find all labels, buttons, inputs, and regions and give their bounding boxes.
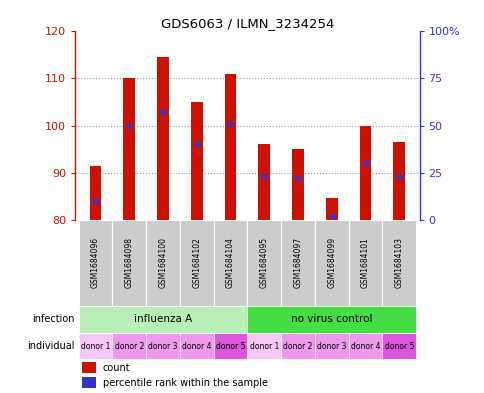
Text: GSM1684095: GSM1684095 (259, 237, 268, 288)
Text: infection: infection (32, 314, 75, 324)
Text: GSM1684103: GSM1684103 (394, 237, 403, 288)
Text: GSM1684100: GSM1684100 (158, 237, 167, 288)
Text: GSM1684096: GSM1684096 (91, 237, 100, 288)
Bar (314, 220, 348, 306)
Text: GSM1684099: GSM1684099 (327, 237, 335, 288)
Text: donor 1: donor 1 (249, 342, 278, 351)
Bar (348, 220, 381, 306)
Bar (213, 220, 247, 306)
Bar (258, 144, 270, 220)
Text: percentile rank within the sample: percentile rank within the sample (103, 378, 267, 387)
Text: GSM1684102: GSM1684102 (192, 237, 201, 288)
Bar (224, 74, 236, 220)
Bar (381, 220, 415, 306)
Bar (247, 306, 415, 332)
Bar (82, 362, 96, 373)
Bar (213, 332, 247, 360)
Bar (78, 220, 112, 306)
Text: donor 2: donor 2 (114, 342, 144, 351)
Text: influenza A: influenza A (134, 314, 192, 324)
Text: count: count (103, 363, 130, 373)
Bar (247, 332, 281, 360)
Bar (78, 306, 247, 332)
Bar (180, 220, 213, 306)
Bar (190, 102, 202, 220)
Bar (146, 220, 180, 306)
Bar (247, 220, 281, 306)
Text: GSM1684104: GSM1684104 (226, 237, 234, 288)
Bar (112, 332, 146, 360)
Text: individual: individual (27, 341, 75, 351)
Bar (112, 220, 146, 306)
Text: donor 5: donor 5 (384, 342, 413, 351)
Bar (325, 198, 337, 220)
Text: donor 3: donor 3 (317, 342, 346, 351)
Bar (291, 149, 303, 220)
Bar (82, 377, 96, 387)
Text: donor 5: donor 5 (215, 342, 245, 351)
Text: GSM1684101: GSM1684101 (360, 237, 369, 288)
Bar (348, 332, 381, 360)
Bar (180, 332, 213, 360)
Bar (281, 220, 314, 306)
Text: no virus control: no virus control (290, 314, 372, 324)
Bar (157, 57, 168, 220)
Bar (393, 142, 404, 220)
Text: donor 1: donor 1 (80, 342, 110, 351)
Bar (90, 165, 101, 220)
Text: GSM1684097: GSM1684097 (293, 237, 302, 288)
Bar (381, 332, 415, 360)
Bar (314, 332, 348, 360)
Text: donor 2: donor 2 (283, 342, 312, 351)
Text: GSM1684098: GSM1684098 (124, 237, 134, 288)
Text: donor 4: donor 4 (182, 342, 211, 351)
Bar (359, 125, 371, 220)
Bar (146, 332, 180, 360)
Bar (78, 332, 112, 360)
Title: GDS6063 / ILMN_3234254: GDS6063 / ILMN_3234254 (160, 17, 333, 30)
Text: donor 3: donor 3 (148, 342, 177, 351)
Bar (123, 79, 135, 220)
Text: donor 4: donor 4 (350, 342, 379, 351)
Bar (281, 332, 314, 360)
